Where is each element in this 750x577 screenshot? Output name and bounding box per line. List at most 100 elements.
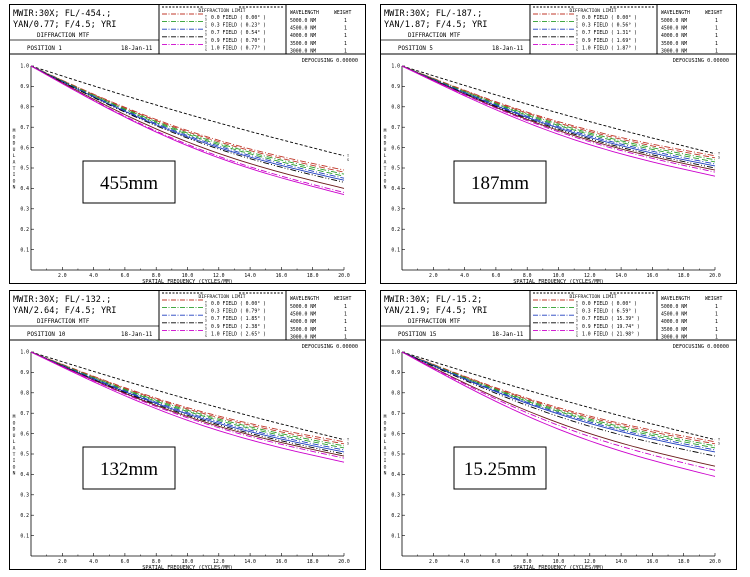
legend-s-marker: S [205,40,207,44]
mtf-curve-0 [401,65,716,155]
chart-subtitle: YAN/1.87; F/4.5; YRI [384,20,487,30]
x-tick-label: 2.0 [429,273,438,279]
x-tick-label: 14.0 [244,559,256,565]
date-label: 18-Jan-11 [492,46,524,52]
wavelength-value: 3500.0 NM [290,327,316,333]
x-axis-label: SPATIAL FREQUENCY (CYCLES/MM) [513,565,604,570]
legend-entry: 0.9 FIELD ( 0.70° ) [211,38,266,44]
y-axis-label-letter: N [384,185,387,191]
y-axis-label-letter: D [384,427,387,433]
curve-end-marker-s: S [718,442,720,446]
wavelength-value: 4500.0 NM [290,312,316,318]
x-axis-label: SPATIAL FREQUENCY (CYCLES/MM) [513,279,604,284]
legend-s-marker: S [576,304,578,308]
y-tick-label: 0.2 [20,513,29,519]
weight-value: 1 [344,327,347,333]
x-tick-label: 4.0 [89,273,98,279]
wavelength-value: 3500.0 NM [290,41,316,47]
x-tick-label: 20.0 [338,559,350,565]
chart-subtitle: YAN/0.77; F/4.5; YRI [13,20,116,30]
curve-end-marker-t: T [347,154,349,158]
weight-header: WEIGHT [705,10,722,16]
y-axis-label-letter: A [13,160,16,166]
y-tick-label: 0.3 [391,493,400,499]
weight-value: 1 [715,33,718,39]
curve-end-marker-s: S [347,442,349,446]
wavelength-value: 3500.0 NM [661,327,687,333]
legend-entry: 1.0 FIELD ( 2.65° ) [211,331,266,337]
annotation-box [82,160,176,204]
curve-end-marker-t: T [347,438,349,442]
y-axis-label-letter: T [13,166,16,172]
y-axis-label-letter: I [13,172,16,178]
position-label: POSITION 10 [27,332,66,338]
y-axis-label-letter: I [384,458,387,464]
mtf-chart-svg: MWIR:30X; FL/-187.;YAN/1.87; F/4.5; YRI D… [380,4,737,284]
x-tick-label: 8.0 [523,559,532,565]
mtf-curve-10 [30,65,345,195]
weight-value: 1 [715,18,718,24]
y-axis-label-letter: L [13,153,16,159]
legend-s-marker: S [576,40,578,44]
x-tick-label: 16.0 [647,273,659,279]
annotation-label: 187mm [471,173,529,194]
y-axis-label-letter: O [384,178,387,184]
chart-subtitle: YAN/21.9; F/4.5; YRI [384,306,487,316]
legend-entry: 0.7 FIELD ( 0.54° ) [211,30,266,36]
weight-value: 1 [344,33,347,39]
y-tick-label: 0.4 [20,472,29,478]
wavelength-value: 4000.0 NM [290,33,316,39]
legend-s-marker: S [205,304,207,308]
y-axis-label-letter: A [384,160,387,166]
legend-t-marker: T [205,22,207,26]
y-axis-label-letter: T [384,166,387,172]
weight-value: 1 [715,312,718,318]
x-tick-label: 16.0 [276,273,288,279]
mtf-curve-0 [30,65,345,157]
weight-header: WEIGHT [334,296,351,302]
x-tick-label: 10.0 [182,273,194,279]
date-label: 18-Jan-11 [121,332,153,338]
legend-s-marker: S [205,334,207,338]
x-tick-label: 4.0 [89,559,98,565]
mtf-panel-1: MWIR:30X; FL/-454.; YAN/0.77; F/4.5; YRI D… [9,4,366,284]
legend-t-marker: T [205,331,207,335]
legend-s-marker: S [205,18,207,22]
x-tick-label: 12.0 [584,273,596,279]
y-axis-label-letter: U [384,147,387,153]
x-axis-label: SPATIAL FREQUENCY (CYCLES/MM) [142,565,233,570]
weight-value: 1 [344,26,347,32]
annotation-label: 455mm [100,173,158,194]
weight-header: WEIGHT [705,296,722,302]
defocusing-label: DEFOCUSING 0.00000 [302,344,358,350]
wavelength-value: 4000.0 NM [290,319,316,325]
y-axis-label-letter: L [384,439,387,445]
legend-t-marker: T [576,15,578,19]
legend-t-marker: T [205,323,207,327]
y-tick-label: 1.0 [20,64,29,70]
diffraction-limit-label: DIFFRACTION LIMIT [198,294,245,300]
legend-s-marker: S [576,18,578,22]
legend-s-marker: S [205,326,207,330]
curve-end-marker-t: T [718,438,720,442]
y-tick-label: 0.6 [391,145,400,151]
y-tick-label: 0.7 [20,125,29,131]
legend-t-marker: T [576,22,578,26]
legend-entry: 0.3 FIELD ( 0.56° ) [582,23,637,29]
x-tick-label: 14.0 [615,559,627,565]
mtf-title: DIFFRACTION MTF [37,33,90,39]
weight-value: 1 [715,26,718,32]
chart-title: MWIR:30X; FL/-454.; [13,9,111,19]
y-tick-label: 0.2 [391,227,400,233]
mtf-curve-9 [30,351,345,459]
weight-value: 1 [344,304,347,310]
y-tick-label: 0.7 [391,125,400,131]
mtf-panel-4: MWIR:30X; FL/-15.2; YAN/21.9; F/4.5; YRI D… [380,290,737,570]
y-axis-label-letter: T [13,452,16,458]
legend-entry: 0.7 FIELD ( 15.39° ) [582,316,640,322]
y-tick-label: 0.2 [20,227,29,233]
legend-s-marker: S [205,33,207,37]
mtf-chart-svg: MWIR:30X; FL/-454.;YAN/0.77; F/4.5; YRI D… [9,4,366,284]
legend-t-marker: T [205,301,207,305]
wavelength-value: 4500.0 NM [661,312,687,318]
